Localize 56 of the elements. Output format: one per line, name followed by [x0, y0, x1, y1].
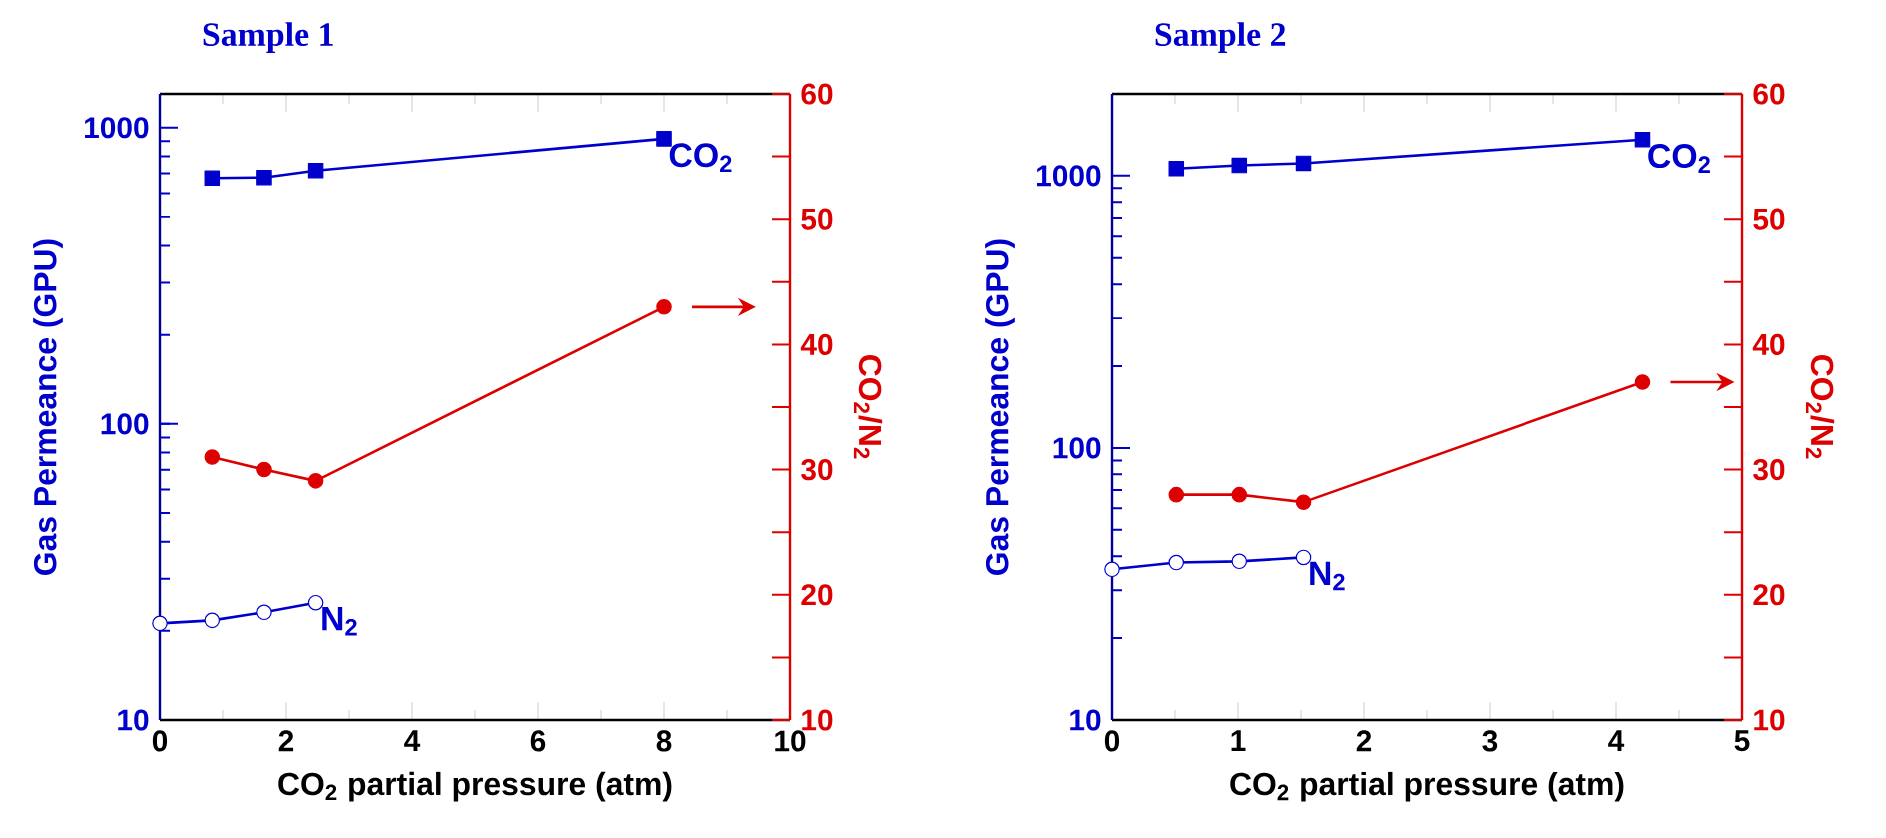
y-axis-title: Gas Permeance (GPU) — [33, 239, 63, 575]
y-axis-title: Gas Permeance (GPU) — [985, 239, 1015, 575]
x-tick-label: 8 — [656, 730, 672, 752]
chart-title: Sample 2 — [1155, 22, 1286, 53]
y-tick-label: 1000 — [1037, 165, 1101, 187]
point — [307, 594, 324, 611]
x-tick-label: 0 — [1104, 730, 1120, 752]
point — [256, 169, 272, 186]
series-label: CO$_{2}$ — [669, 143, 732, 173]
y2-tick-label: 60 — [801, 83, 833, 105]
x-tick-label: 2 — [1356, 730, 1372, 752]
y2-tick-label: 30 — [801, 458, 833, 481]
point — [1295, 155, 1312, 172]
y2-tick-label: 20 — [1753, 584, 1785, 606]
x-axis-title: CO$_{2}$ partial pressure (atm) — [278, 771, 672, 802]
y2-tick-label: 50 — [1753, 208, 1785, 230]
y-tick-label: 10 — [1070, 709, 1101, 731]
y2-tick-label: 30 — [1753, 458, 1785, 481]
y2-tick-label: 50 — [801, 208, 833, 230]
y2-tick-label: 10 — [1754, 709, 1785, 731]
x-tick-label: 1 — [1231, 730, 1246, 751]
y2-axis-title: CO$_{2}$/N$_{2}$ — [1805, 355, 1835, 459]
series-label: CO$_{2}$ — [1648, 144, 1710, 173]
point — [1104, 561, 1120, 578]
x-tick-label: 5 — [1734, 730, 1750, 752]
point — [1231, 157, 1248, 174]
y-tick-label: 100 — [101, 413, 149, 435]
series-label: N$_{2}$ — [1310, 561, 1345, 591]
point — [204, 170, 221, 187]
point — [1168, 160, 1185, 177]
y-tick-label: 1000 — [85, 117, 149, 139]
x-tick-label: 4 — [404, 730, 421, 751]
x-tick-label: 6 — [530, 730, 546, 752]
y-tick-label: 100 — [1053, 437, 1101, 459]
y2-tick-label: 10 — [802, 709, 833, 731]
point — [1295, 549, 1312, 566]
y2-tick-label: 40 — [800, 333, 833, 355]
point — [204, 612, 221, 629]
point — [307, 162, 324, 179]
x-tick-label: 0 — [152, 730, 168, 752]
x-tick-label: 10 — [775, 730, 806, 752]
point — [1231, 553, 1248, 570]
x-tick-label: 2 — [278, 730, 294, 752]
x-tick-label: 4 — [1608, 730, 1625, 751]
y2-tick-label: 60 — [1753, 83, 1785, 105]
point — [1168, 554, 1185, 571]
y-tick-label: 10 — [118, 709, 149, 731]
x-tick-label: 3 — [1482, 730, 1498, 752]
y2-tick-label: 20 — [801, 584, 833, 606]
chart-title: Sample 1 — [203, 22, 333, 53]
point — [256, 604, 272, 621]
y2-tick-label: 40 — [1752, 333, 1785, 355]
x-axis-title: CO$_{2}$ partial pressure (atm) — [1230, 771, 1624, 802]
point — [152, 615, 168, 632]
y2-axis-title: CO$_{2}$/N$_{2}$ — [853, 355, 883, 459]
series-label: N$_{2}$ — [322, 607, 357, 636]
